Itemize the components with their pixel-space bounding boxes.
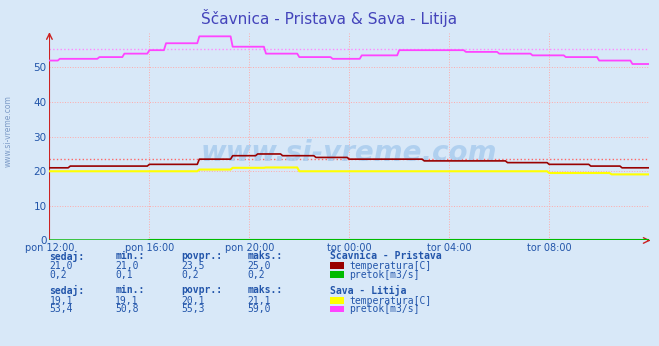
- Text: 0,2: 0,2: [247, 270, 265, 280]
- Text: 21,1: 21,1: [247, 296, 271, 306]
- Text: pretok[m3/s]: pretok[m3/s]: [349, 270, 420, 280]
- Text: 21,0: 21,0: [115, 261, 139, 271]
- Text: povpr.:: povpr.:: [181, 251, 222, 261]
- Text: Ščavnica - Pristava & Sava - Litija: Ščavnica - Pristava & Sava - Litija: [202, 9, 457, 27]
- Text: www.si-vreme.com: www.si-vreme.com: [3, 95, 13, 167]
- Text: 50,8: 50,8: [115, 304, 139, 315]
- Text: povpr.:: povpr.:: [181, 285, 222, 295]
- Text: 23,5: 23,5: [181, 261, 205, 271]
- Text: sedaj:: sedaj:: [49, 285, 84, 297]
- Text: 0,2: 0,2: [49, 270, 67, 280]
- Text: sedaj:: sedaj:: [49, 251, 84, 262]
- Text: 20,1: 20,1: [181, 296, 205, 306]
- Text: 19,1: 19,1: [115, 296, 139, 306]
- Text: temperatura[C]: temperatura[C]: [349, 261, 432, 271]
- Text: temperatura[C]: temperatura[C]: [349, 296, 432, 306]
- Text: maks.:: maks.:: [247, 285, 282, 295]
- Text: 19,1: 19,1: [49, 296, 73, 306]
- Text: Sava - Litija: Sava - Litija: [330, 285, 406, 297]
- Text: 25,0: 25,0: [247, 261, 271, 271]
- Text: 0,1: 0,1: [115, 270, 133, 280]
- Text: Ščavnica - Pristava: Ščavnica - Pristava: [330, 251, 441, 261]
- Text: 55,3: 55,3: [181, 304, 205, 315]
- Text: pretok[m3/s]: pretok[m3/s]: [349, 304, 420, 315]
- Text: www.si-vreme.com: www.si-vreme.com: [201, 139, 498, 167]
- Text: 0,2: 0,2: [181, 270, 199, 280]
- Text: 53,4: 53,4: [49, 304, 73, 315]
- Text: min.:: min.:: [115, 285, 145, 295]
- Text: 59,0: 59,0: [247, 304, 271, 315]
- Text: 21,0: 21,0: [49, 261, 73, 271]
- Text: min.:: min.:: [115, 251, 145, 261]
- Text: maks.:: maks.:: [247, 251, 282, 261]
